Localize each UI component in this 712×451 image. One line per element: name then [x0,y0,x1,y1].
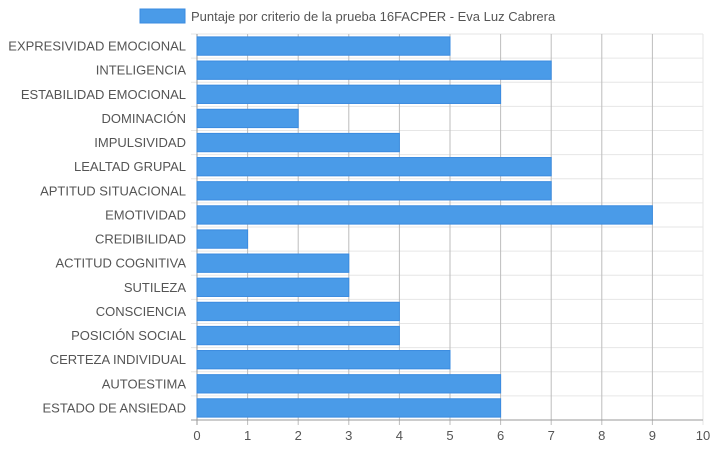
bars [196,36,653,418]
x-tick-label: 1 [244,428,251,443]
y-tick-label: IMPULSIVIDAD [94,135,186,150]
bar[interactable] [196,301,400,322]
x-tick-label: 9 [649,428,656,443]
bar[interactable] [196,253,350,273]
bar[interactable] [196,108,299,129]
bar[interactable] [196,181,552,201]
y-tick-label: EMOTIVIDAD [105,207,186,222]
x-tick-label: 2 [295,428,302,443]
y-tick-label: DOMINACIÓN [102,111,187,126]
y-tick-label: ESTABILIDAD EMOCIONAL [21,87,186,102]
bar[interactable] [196,60,552,80]
y-tick-label: SUTILEZA [124,280,186,295]
bar[interactable] [196,229,249,249]
bar[interactable] [196,325,400,346]
bar[interactable] [196,374,502,394]
x-tick-label: 0 [193,428,200,443]
legend[interactable]: Puntaje por criterio de la prueba 16FACP… [139,8,556,24]
y-tick-label: ESTADO DE ANSIEDAD [42,400,186,415]
y-tick-label: APTITUD SITUACIONAL [40,183,186,198]
x-tick-label: 3 [345,428,352,443]
bar[interactable] [196,205,653,225]
x-tick-label: 10 [696,428,710,443]
bar[interactable] [196,350,451,370]
y-tick-label: ACTITUD COGNITIVA [56,256,187,271]
y-tick-label: AUTOESTIMA [102,376,187,391]
y-tick-label: LEALTAD GRUPAL [74,159,186,174]
x-tick-label: 7 [548,428,555,443]
legend-label: Puntaje por criterio de la prueba 16FACP… [191,9,556,24]
x-axis-labels: 0 1 2 3 4 5 6 7 8 9 10 [193,428,710,443]
x-tick-label: 5 [446,428,453,443]
bar[interactable] [196,398,502,418]
y-tick-label: CREDIBILIDAD [95,232,186,247]
bar[interactable] [196,157,552,177]
x-tick-label: 8 [598,428,605,443]
x-tick-label: 6 [497,428,504,443]
y-axis-labels: EXPRESIVIDAD EMOCIONAL INTELIGENCIA ESTABI… [8,39,186,416]
bar[interactable] [196,84,502,104]
bar[interactable] [196,132,400,153]
y-tick-label: CERTEZA INDIVIDUAL [50,352,186,367]
y-tick-label: INTELIGENCIA [96,63,187,78]
bar[interactable] [196,36,451,56]
x-tick-label: 4 [396,428,403,443]
y-tick-label: EXPRESIVIDAD EMOCIONAL [8,39,186,54]
y-tick-label: POSICIÓN SOCIAL [71,328,186,343]
bar[interactable] [196,277,350,297]
legend-swatch [139,8,186,24]
y-tick-label: CONSCIENCIA [96,304,187,319]
